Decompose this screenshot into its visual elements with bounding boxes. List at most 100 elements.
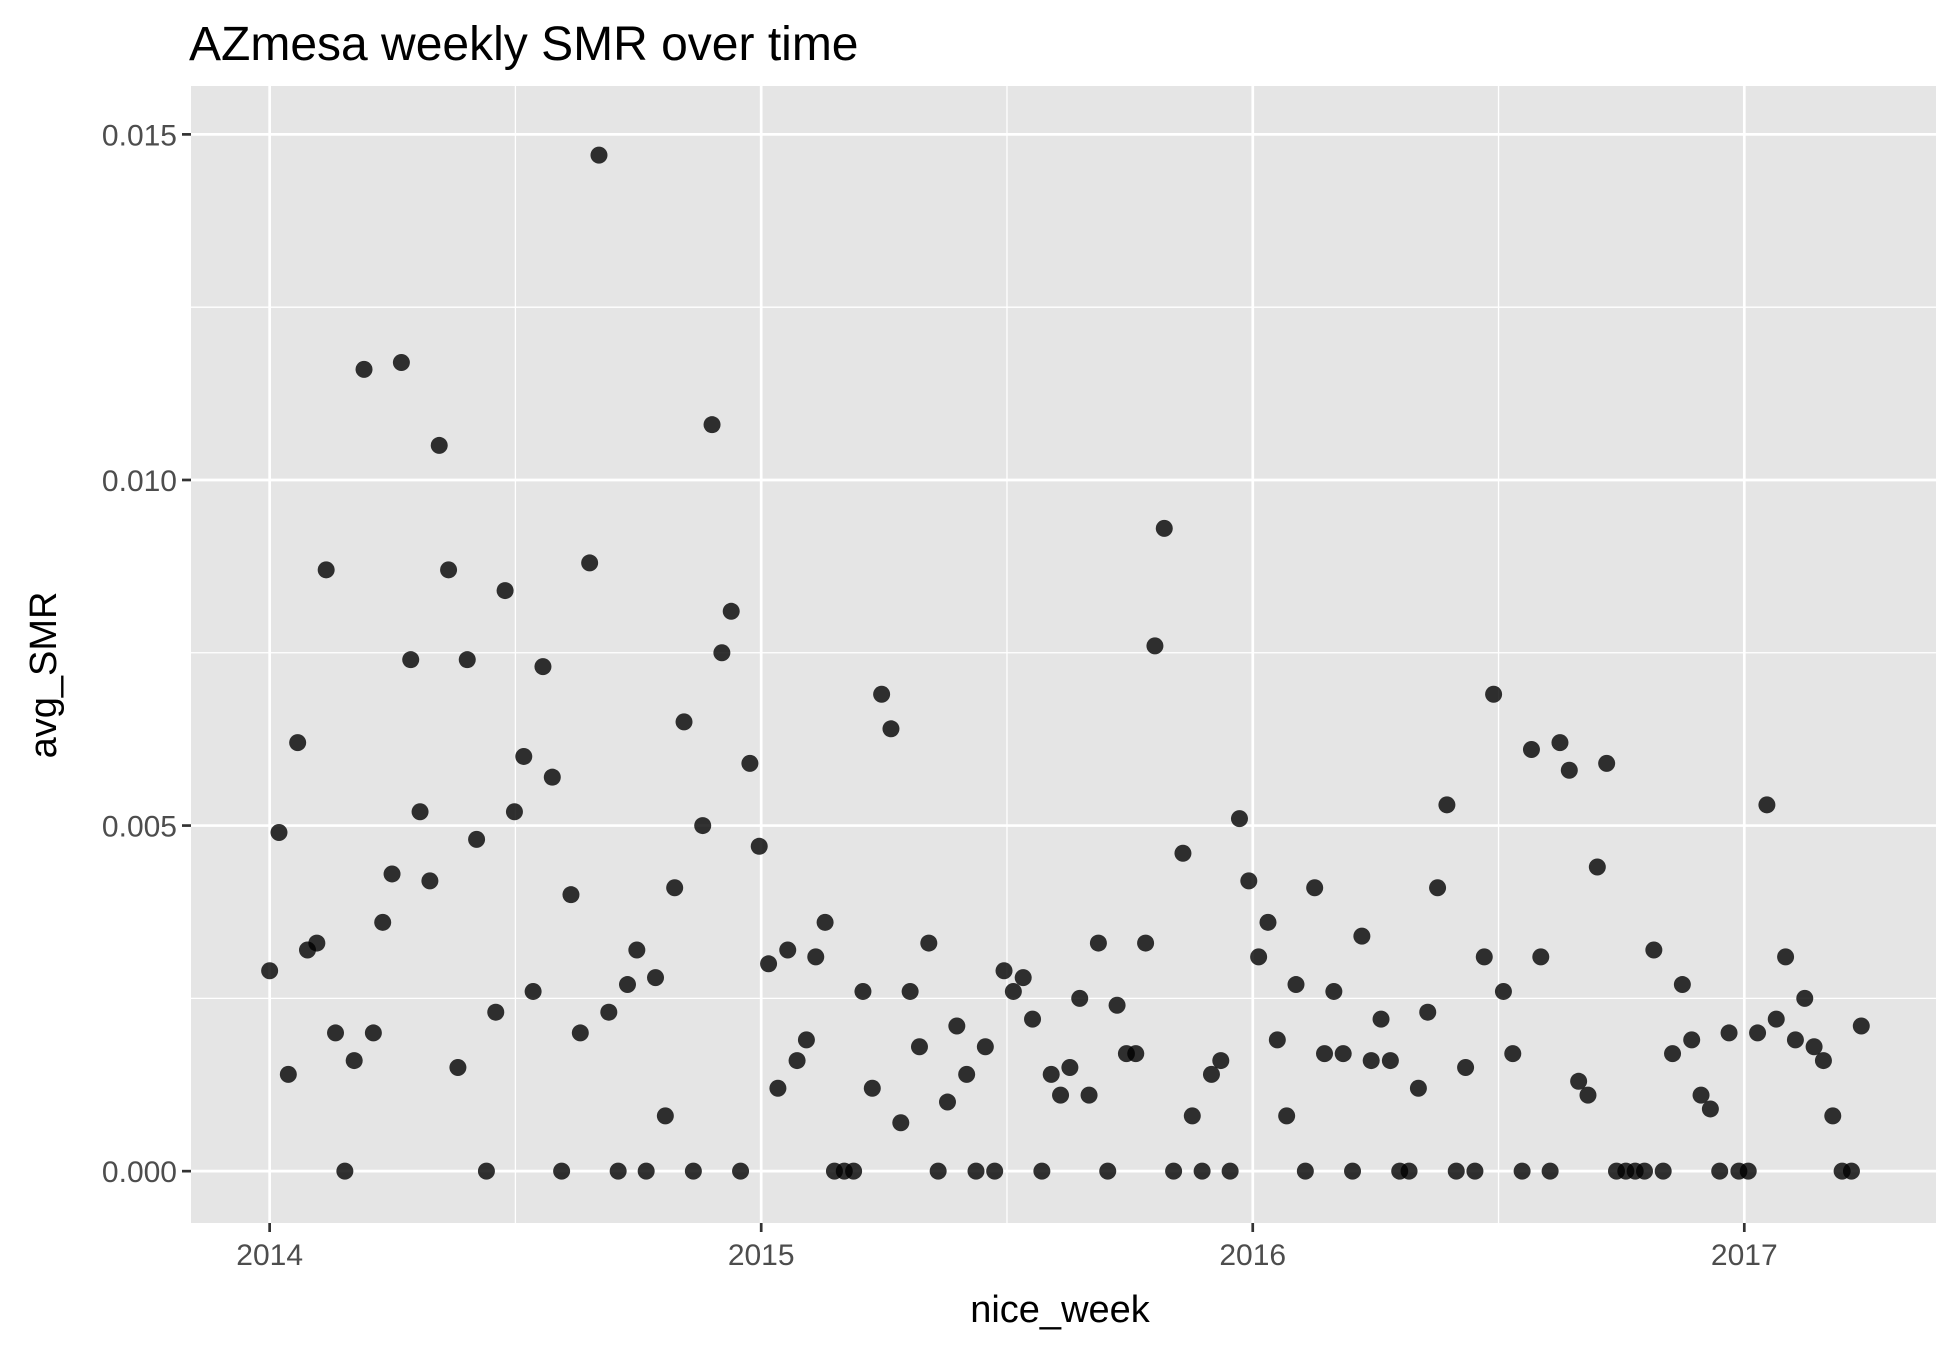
data-point bbox=[279, 1065, 297, 1083]
data-point bbox=[1645, 941, 1663, 959]
data-point bbox=[374, 913, 392, 931]
data-point bbox=[1146, 637, 1164, 655]
data-point bbox=[1080, 1086, 1098, 1104]
data-point bbox=[995, 962, 1013, 980]
data-point bbox=[713, 644, 731, 662]
data-point bbox=[1014, 969, 1032, 987]
data-point bbox=[364, 1024, 382, 1042]
data-point bbox=[760, 955, 778, 973]
data-point bbox=[675, 713, 693, 731]
data-point bbox=[1777, 948, 1795, 966]
x-axis-title: nice_week bbox=[970, 1289, 1151, 1331]
data-point bbox=[797, 1031, 815, 1049]
data-point bbox=[1259, 913, 1277, 931]
data-point bbox=[1004, 982, 1022, 1000]
data-point bbox=[1842, 1162, 1860, 1180]
data-point bbox=[1786, 1031, 1804, 1049]
data-point bbox=[656, 1107, 674, 1125]
data-point bbox=[929, 1162, 947, 1180]
data-point bbox=[1532, 948, 1550, 966]
data-point bbox=[1429, 879, 1447, 897]
data-point bbox=[845, 1162, 863, 1180]
data-point bbox=[637, 1162, 655, 1180]
data-point bbox=[1598, 754, 1616, 772]
data-point bbox=[892, 1114, 910, 1132]
data-point bbox=[920, 934, 938, 952]
data-point bbox=[741, 754, 759, 772]
y-tick-label: 0.000 bbox=[102, 1156, 177, 1189]
data-point bbox=[327, 1024, 345, 1042]
data-point bbox=[430, 436, 448, 454]
data-point bbox=[1344, 1162, 1362, 1180]
data-point bbox=[1673, 976, 1691, 994]
data-point bbox=[345, 1052, 363, 1070]
data-point bbox=[1654, 1162, 1672, 1180]
y-tick-label: 0.005 bbox=[102, 811, 177, 844]
data-point bbox=[1024, 1010, 1042, 1028]
data-point bbox=[1174, 844, 1192, 862]
data-point bbox=[1522, 741, 1540, 759]
data-point bbox=[496, 582, 514, 600]
data-point bbox=[1570, 1072, 1588, 1090]
data-point bbox=[882, 720, 900, 738]
data-point bbox=[1325, 982, 1343, 1000]
data-point bbox=[289, 734, 307, 752]
data-point bbox=[1560, 761, 1578, 779]
chart-title: AZmesa weekly SMR over time bbox=[189, 18, 859, 71]
data-point bbox=[1739, 1162, 1757, 1180]
data-point bbox=[901, 982, 919, 1000]
data-point bbox=[609, 1162, 627, 1180]
data-point bbox=[1183, 1107, 1201, 1125]
data-point bbox=[1127, 1045, 1145, 1063]
data-point bbox=[1767, 1010, 1785, 1028]
data-point bbox=[590, 146, 608, 164]
data-point bbox=[477, 1162, 495, 1180]
data-point bbox=[571, 1024, 589, 1042]
data-point bbox=[468, 830, 486, 848]
data-point bbox=[703, 416, 721, 434]
data-point bbox=[1240, 872, 1258, 890]
data-point bbox=[1052, 1086, 1070, 1104]
data-point bbox=[1475, 948, 1493, 966]
data-point bbox=[1504, 1045, 1522, 1063]
data-point bbox=[1193, 1162, 1211, 1180]
data-point bbox=[534, 658, 552, 676]
data-point bbox=[788, 1052, 806, 1070]
data-point bbox=[1061, 1058, 1079, 1076]
data-point bbox=[458, 651, 476, 669]
minor-gridlines bbox=[191, 86, 1936, 1223]
data-point bbox=[1316, 1045, 1334, 1063]
data-point bbox=[515, 747, 533, 765]
data-point bbox=[355, 360, 373, 378]
data-point bbox=[1720, 1024, 1738, 1042]
data-point bbox=[421, 872, 439, 890]
data-point bbox=[562, 886, 580, 904]
data-point bbox=[336, 1162, 354, 1180]
data-point bbox=[402, 651, 420, 669]
data-point bbox=[1202, 1065, 1220, 1083]
data-point bbox=[411, 803, 429, 821]
data-point bbox=[732, 1162, 750, 1180]
data-point bbox=[1250, 948, 1268, 966]
data-point bbox=[543, 768, 561, 786]
data-point bbox=[1494, 982, 1512, 1000]
data-point bbox=[1485, 685, 1503, 703]
x-tick-label: 2016 bbox=[1219, 1239, 1286, 1272]
data-point bbox=[1221, 1162, 1239, 1180]
data-point bbox=[261, 962, 279, 980]
x-tick-label: 2015 bbox=[728, 1239, 795, 1272]
data-point bbox=[1296, 1162, 1314, 1180]
data-point bbox=[392, 353, 410, 371]
data-point bbox=[487, 1003, 505, 1021]
data-point bbox=[270, 823, 288, 841]
data-point bbox=[524, 982, 542, 1000]
data-point bbox=[986, 1162, 1004, 1180]
data-point bbox=[1033, 1162, 1051, 1180]
data-point bbox=[600, 1003, 618, 1021]
data-point bbox=[1447, 1162, 1465, 1180]
data-point bbox=[1278, 1107, 1296, 1125]
data-point bbox=[383, 865, 401, 883]
data-point bbox=[1137, 934, 1155, 952]
data-point bbox=[722, 602, 740, 620]
